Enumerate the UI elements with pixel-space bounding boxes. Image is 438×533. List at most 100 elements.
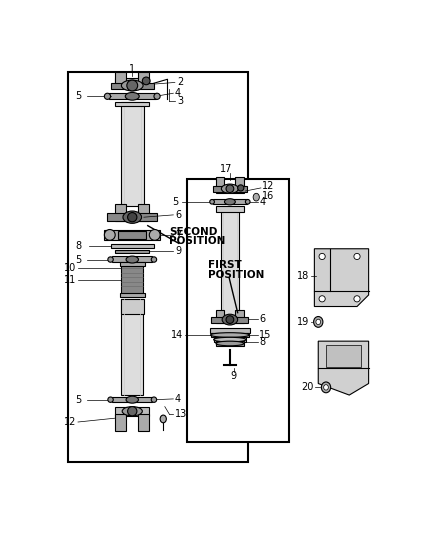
Text: 14: 14 [171, 330, 183, 340]
Ellipse shape [354, 253, 360, 260]
Ellipse shape [126, 256, 138, 263]
Text: 12: 12 [64, 417, 77, 427]
Bar [112, 397, 152, 402]
Text: 8: 8 [259, 337, 265, 347]
Bar [213, 187, 247, 192]
Text: 4: 4 [175, 88, 181, 98]
Bar [138, 414, 149, 431]
Text: 4: 4 [175, 394, 181, 404]
Ellipse shape [222, 314, 238, 325]
Bar [120, 262, 145, 265]
Text: 8: 8 [75, 241, 81, 252]
Polygon shape [326, 345, 361, 367]
Text: 5: 5 [75, 91, 81, 101]
Text: FIRST: FIRST [208, 260, 242, 270]
Ellipse shape [127, 213, 137, 222]
Ellipse shape [224, 199, 235, 205]
Bar [115, 414, 126, 431]
Ellipse shape [221, 184, 238, 193]
Bar [112, 256, 152, 262]
Text: POSITION: POSITION [170, 236, 226, 246]
Text: 3: 3 [177, 96, 184, 106]
Text: 1: 1 [129, 63, 135, 74]
Ellipse shape [142, 77, 150, 85]
Bar [121, 299, 143, 395]
Bar [235, 177, 244, 191]
Bar [107, 213, 157, 221]
Ellipse shape [108, 257, 113, 262]
Bar [216, 185, 244, 192]
Text: 16: 16 [262, 191, 275, 200]
Ellipse shape [126, 396, 138, 403]
Bar [120, 294, 145, 297]
Text: SECOND: SECOND [170, 227, 218, 237]
Bar [121, 264, 143, 295]
Bar [110, 83, 154, 90]
Bar [120, 102, 144, 206]
Ellipse shape [314, 317, 323, 327]
Bar [187, 179, 289, 441]
Bar [110, 244, 154, 248]
Ellipse shape [238, 185, 244, 191]
Bar [115, 71, 126, 87]
Text: 15: 15 [259, 330, 272, 340]
Bar [115, 78, 149, 87]
Text: 2: 2 [177, 77, 184, 87]
Bar [104, 230, 160, 240]
Text: POSITION: POSITION [208, 270, 265, 280]
Ellipse shape [319, 253, 325, 260]
Ellipse shape [127, 80, 138, 91]
Bar [216, 206, 244, 212]
Text: 6: 6 [175, 210, 181, 220]
Text: 11: 11 [64, 274, 77, 285]
Ellipse shape [214, 337, 246, 342]
Text: 20: 20 [301, 382, 314, 392]
Text: 4: 4 [259, 197, 265, 207]
Bar [214, 337, 246, 342]
Ellipse shape [154, 93, 160, 99]
Ellipse shape [160, 415, 166, 423]
Ellipse shape [121, 80, 143, 91]
Text: 19: 19 [297, 317, 310, 327]
Ellipse shape [211, 333, 249, 337]
Bar [216, 177, 224, 191]
Text: 10: 10 [64, 263, 77, 273]
Text: 13: 13 [175, 409, 187, 419]
Bar [213, 199, 247, 204]
Text: 7: 7 [175, 230, 181, 240]
Bar [109, 93, 155, 99]
Ellipse shape [245, 199, 250, 204]
Bar [221, 206, 239, 320]
Bar [211, 317, 248, 322]
Ellipse shape [226, 185, 234, 192]
Ellipse shape [253, 193, 259, 201]
Ellipse shape [108, 397, 113, 402]
Bar [235, 310, 244, 324]
Ellipse shape [122, 407, 142, 416]
Bar [115, 249, 149, 253]
Ellipse shape [104, 93, 110, 99]
Ellipse shape [151, 397, 157, 402]
Ellipse shape [324, 385, 328, 390]
Text: 9: 9 [175, 246, 181, 256]
Ellipse shape [104, 230, 115, 240]
Text: 18: 18 [297, 271, 310, 281]
Ellipse shape [149, 230, 160, 240]
Bar [68, 72, 248, 462]
Ellipse shape [125, 92, 139, 100]
Text: 5: 5 [75, 255, 81, 264]
Text: 17: 17 [220, 165, 232, 174]
Ellipse shape [123, 211, 141, 223]
Bar [138, 204, 149, 221]
Ellipse shape [316, 319, 321, 325]
Ellipse shape [354, 296, 360, 302]
Bar [115, 407, 149, 416]
Ellipse shape [321, 382, 331, 393]
Ellipse shape [127, 407, 137, 416]
Text: 9: 9 [231, 371, 237, 381]
Ellipse shape [226, 316, 234, 324]
Bar [118, 231, 146, 239]
Bar [211, 333, 249, 337]
Ellipse shape [210, 199, 214, 204]
Bar [138, 71, 149, 87]
